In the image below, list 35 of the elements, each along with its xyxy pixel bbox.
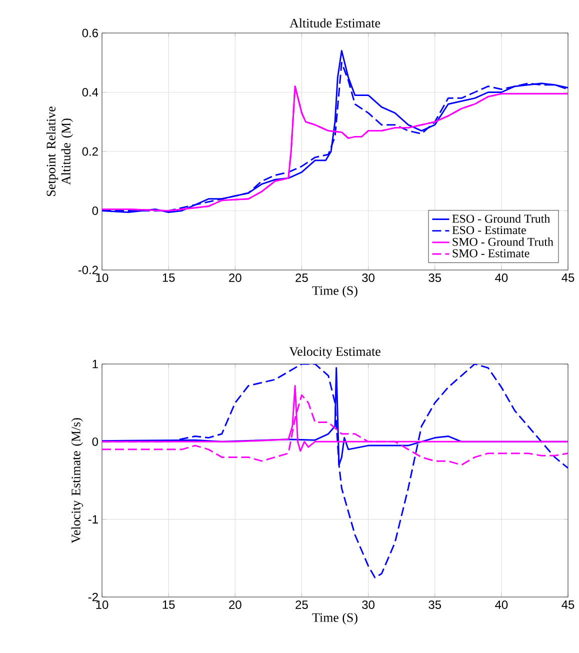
x-tick-label: 30 <box>362 274 374 282</box>
x-tick-label: 40 <box>495 274 508 282</box>
y-tick-label: 0.2 <box>82 147 98 156</box>
y-axis-title: Setpoint Relative Altitude (M) <box>46 106 74 196</box>
y-tick-label: -2 <box>88 592 98 602</box>
y-tick-label: 0.6 <box>82 28 98 38</box>
chart-title: Velocity Estimate <box>289 346 380 359</box>
x-tick-label: 35 <box>428 274 441 282</box>
x-tick-label: 25 <box>296 274 308 282</box>
legend-label: ESO - Estimate <box>452 226 526 234</box>
x-tick-label: 30 <box>362 600 374 609</box>
x-tick-label: 40 <box>495 600 508 609</box>
x-tick-label: 20 <box>229 600 242 609</box>
legend-label: ESO - Ground Truth <box>452 214 550 223</box>
y-axis-title: Velocity Estimate (M/s) <box>71 418 84 544</box>
y-tick-label: 0.4 <box>82 88 98 96</box>
x-tick-label: 45 <box>562 274 574 282</box>
y-tick-label: 1 <box>92 360 98 368</box>
x-tick-label: 35 <box>428 600 441 609</box>
x-tick-label: 25 <box>296 600 308 609</box>
y-tick-label: 0 <box>92 206 98 215</box>
x-axis-title: Time (S) <box>312 612 358 625</box>
x-tick-label: 15 <box>162 274 175 282</box>
y-tick-label: 0 <box>92 437 98 446</box>
x-tick-label: 15 <box>162 600 175 609</box>
y-tick-label: -0.2 <box>78 266 98 274</box>
x-tick-label: 20 <box>229 274 242 282</box>
y-tick-label: -1 <box>88 515 98 524</box>
chart-title: Altitude Estimate <box>290 18 380 28</box>
x-tick-label: 10 <box>96 600 108 609</box>
legend-label: SMO - Ground Truth <box>452 238 554 246</box>
x-axis-title: Time (S) <box>312 286 358 298</box>
x-tick-label: 10 <box>96 274 108 282</box>
x-tick-label: 45 <box>562 600 574 609</box>
legend-label: SMO - Estimate <box>452 249 530 258</box>
